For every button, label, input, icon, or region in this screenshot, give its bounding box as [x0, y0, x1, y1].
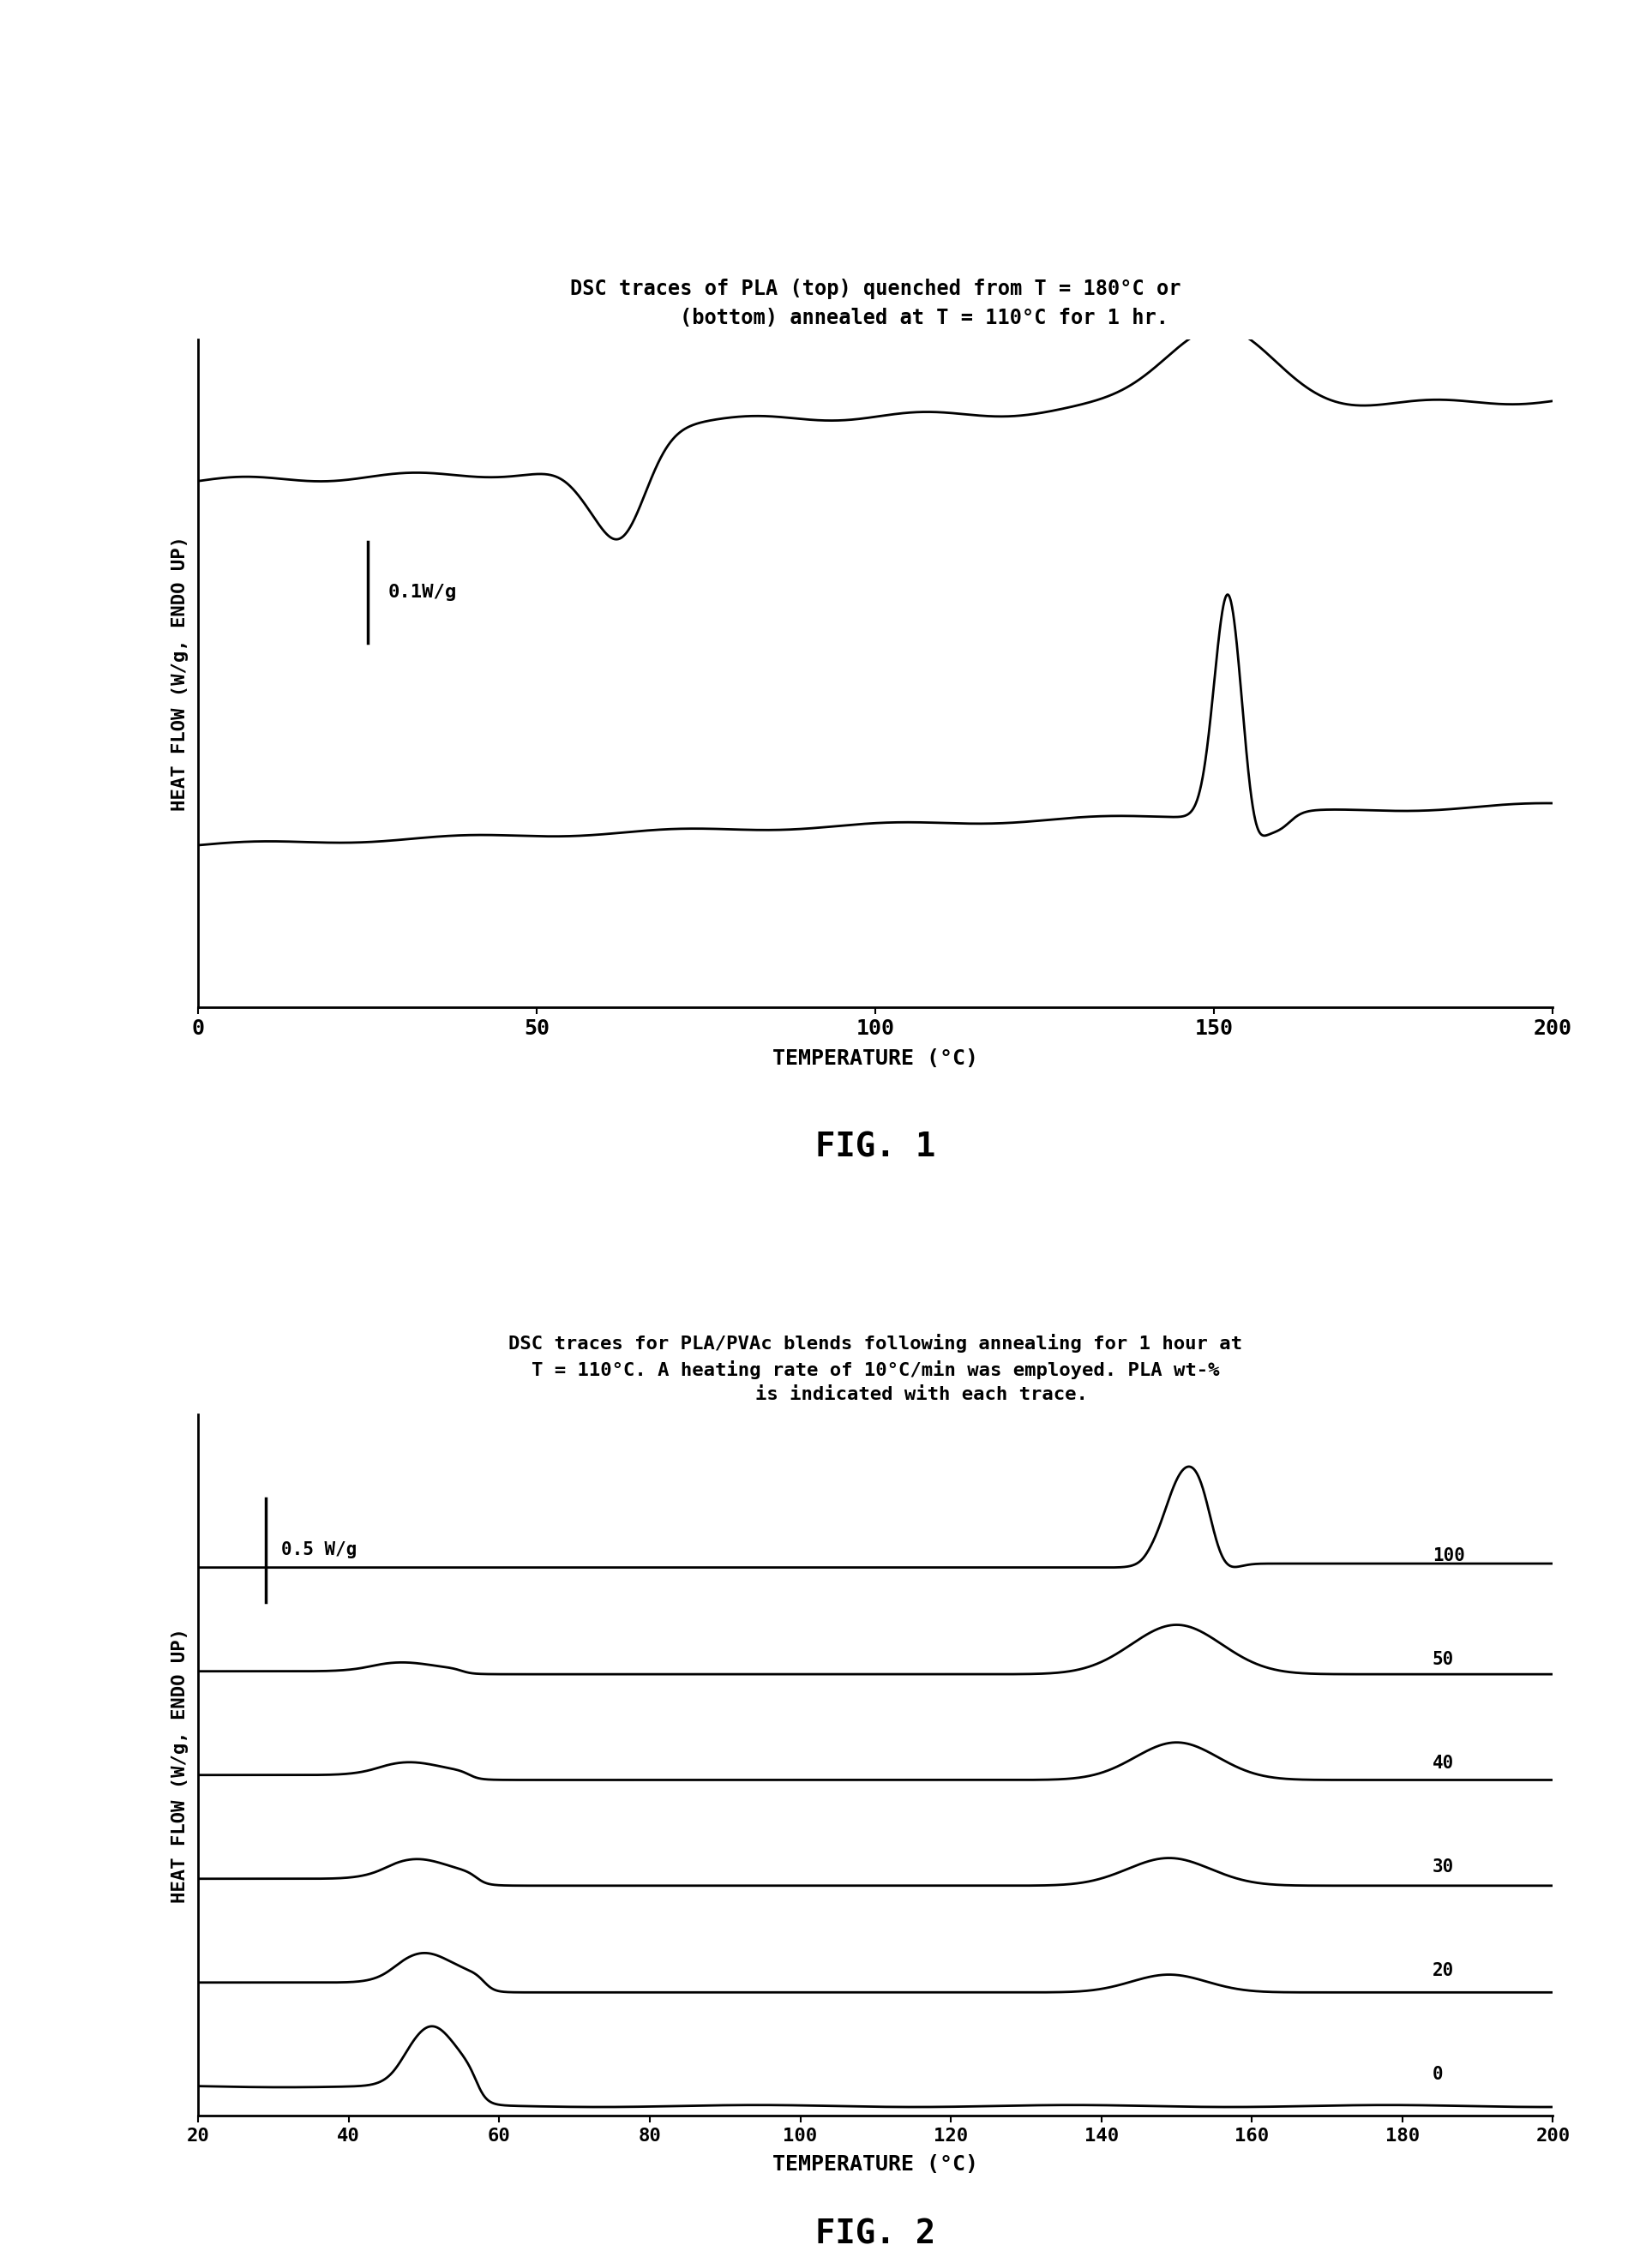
- X-axis label: TEMPERATURE (°C): TEMPERATURE (°C): [773, 2154, 978, 2175]
- Text: DSC traces for PLA/PVAc blends following annealing for 1 hour at
T = 110°C. A he: DSC traces for PLA/PVAc blends following…: [509, 1333, 1242, 1403]
- Text: 20: 20: [1432, 1962, 1454, 1980]
- Text: FIG. 1: FIG. 1: [816, 1132, 935, 1163]
- Text: 0: 0: [1432, 2066, 1444, 2082]
- Text: 30: 30: [1432, 1858, 1454, 1876]
- Text: 50: 50: [1432, 1650, 1454, 1668]
- Text: 100: 100: [1432, 1548, 1465, 1564]
- Y-axis label: HEAT FLOW (W/g, ENDO UP): HEAT FLOW (W/g, ENDO UP): [172, 1627, 188, 1903]
- Text: 0.5 W/g: 0.5 W/g: [281, 1541, 357, 1559]
- Text: 0.1W/g: 0.1W/g: [388, 584, 456, 602]
- X-axis label: TEMPERATURE (°C): TEMPERATURE (°C): [773, 1048, 978, 1068]
- Text: 40: 40: [1432, 1754, 1454, 1772]
- Text: DSC traces of PLA (top) quenched from T = 180°C or
        (bottom) annealed at : DSC traces of PLA (top) quenched from T …: [570, 278, 1181, 328]
- Y-axis label: HEAT FLOW (W/g, ENDO UP): HEAT FLOW (W/g, ENDO UP): [172, 536, 188, 810]
- Text: FIG. 2: FIG. 2: [816, 2218, 935, 2249]
